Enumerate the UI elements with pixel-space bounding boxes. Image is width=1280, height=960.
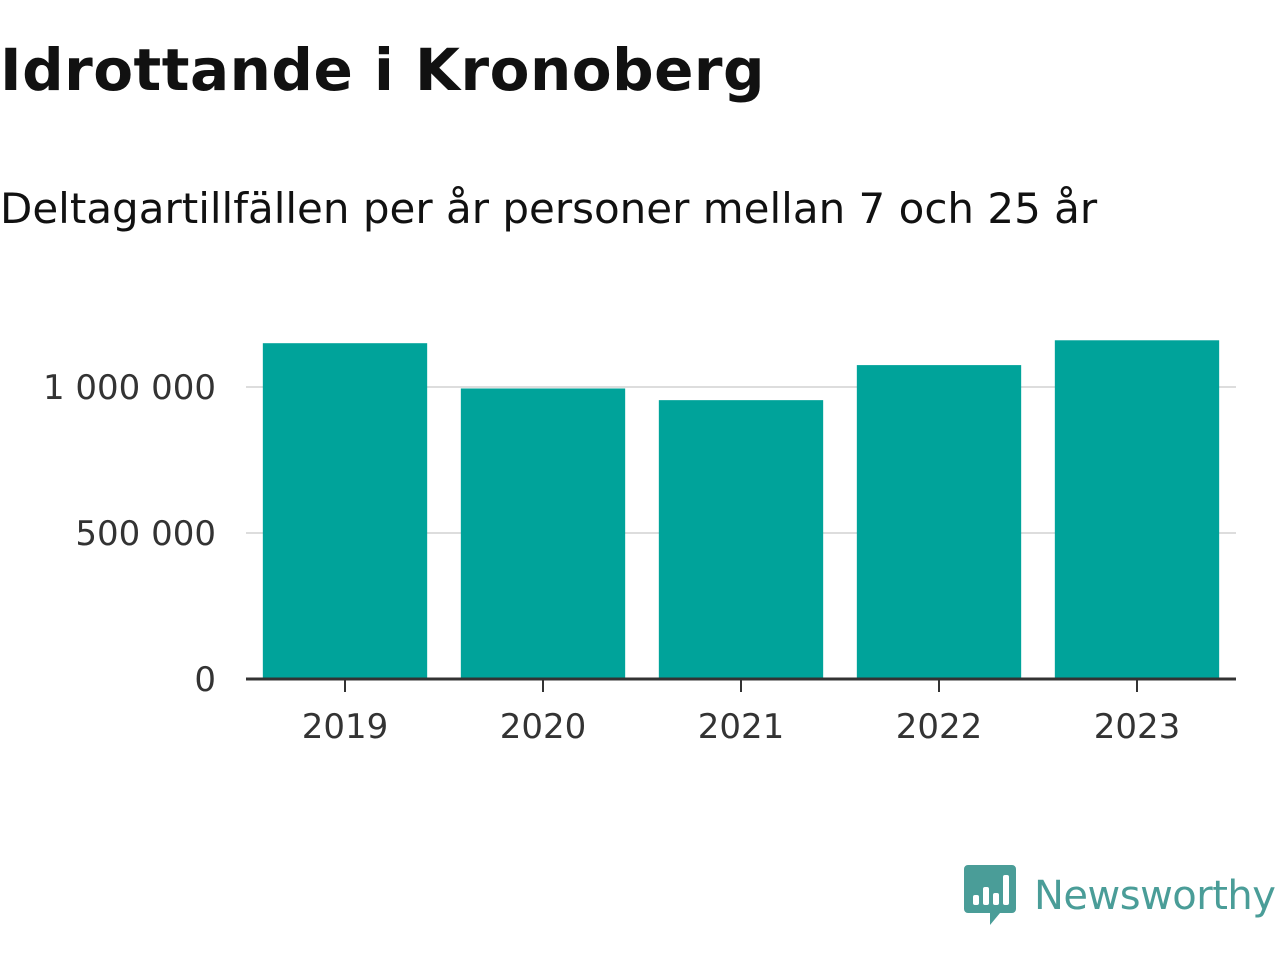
x-tick-label: 2019 — [302, 707, 389, 747]
y-tick-label: 500 000 — [75, 514, 216, 554]
bars — [262, 340, 1220, 679]
x-tick-label: 2023 — [1094, 707, 1181, 747]
newsworthy-brand: Newsworthy — [964, 864, 1276, 928]
chart-subtitle: Deltagartillfällen per år personer mella… — [0, 184, 1098, 233]
bar — [460, 388, 626, 679]
x-tick-label: 2022 — [896, 707, 983, 747]
x-axis — [246, 677, 1236, 692]
chart-title: Idrottande i Kronoberg — [0, 36, 766, 104]
bar — [856, 365, 1022, 679]
x-tick-label: 2020 — [500, 707, 587, 747]
x-tick-label: 2021 — [698, 707, 785, 747]
tick-labels: 0 500 000 1 000 000 2019 2020 2021 2022 2023 — [43, 368, 1180, 747]
brand-name: Newsworthy — [1034, 873, 1276, 919]
bar — [262, 343, 428, 679]
bar — [658, 400, 824, 679]
newsworthy-logo-icon — [964, 865, 1016, 925]
y-tick-label: 1 000 000 — [43, 368, 216, 408]
y-tick-label: 0 — [194, 660, 216, 700]
bar — [1054, 340, 1220, 679]
